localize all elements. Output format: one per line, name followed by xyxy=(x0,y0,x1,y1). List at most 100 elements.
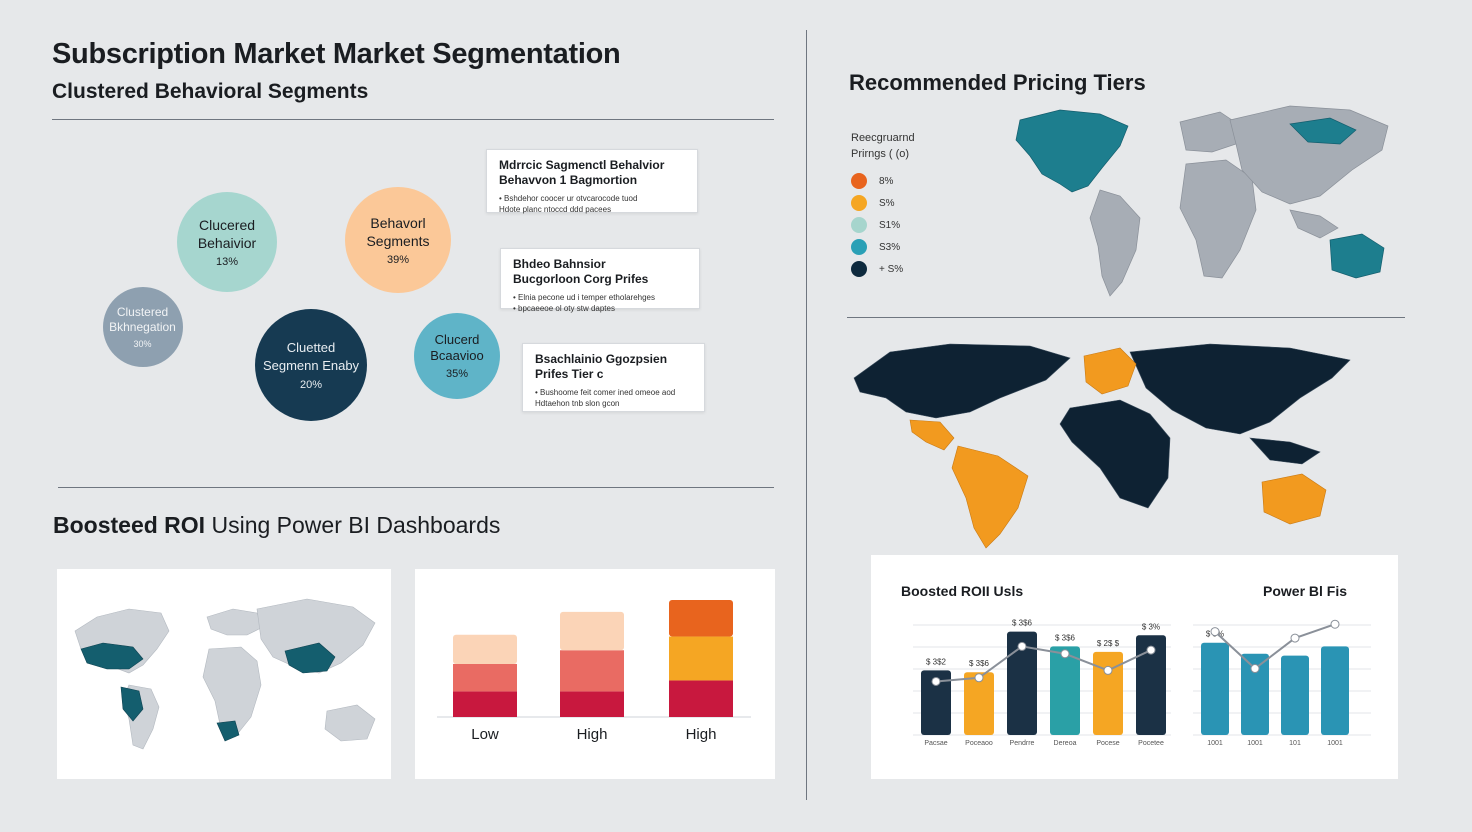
segment-bubble-3-value: 30% xyxy=(133,339,152,349)
callout-2-body: • Elnia pecone ud i temper etholarehges •… xyxy=(513,293,656,313)
legend-dot xyxy=(851,261,867,277)
trend-point[interactable] xyxy=(1146,645,1156,655)
legend-item: + S% xyxy=(851,258,903,280)
roi-bar[interactable] xyxy=(1321,646,1349,735)
roi-chart-panel: Boosted ROII Usls Power Bl Fis Pacsae $ 3… xyxy=(871,555,1398,779)
roi-bar[interactable] xyxy=(1007,631,1037,735)
trend-point[interactable] xyxy=(1103,665,1113,675)
legend-item: 8% xyxy=(851,170,903,192)
legend-label: S% xyxy=(879,197,895,209)
legend-item: S3% xyxy=(851,236,903,258)
roi-bar[interactable] xyxy=(1241,653,1269,735)
map-north-america-highlight xyxy=(1015,109,1129,193)
stacked-bar-segment[interactable] xyxy=(453,663,517,692)
x-tick-label: Poceaoo xyxy=(965,740,993,747)
legend-label: + S% xyxy=(879,263,904,275)
x-tick-label: 1001 xyxy=(1327,740,1343,747)
stacked-bar-segment[interactable] xyxy=(669,636,733,681)
map-europe xyxy=(206,608,264,636)
segment-bubble-1[interactable]: Clucered Behaivior 13% xyxy=(148,163,306,321)
stacked-bar-segment[interactable] xyxy=(669,680,733,717)
map-southafrica-highlight xyxy=(216,720,240,742)
segment-bubble-4-value: 20% xyxy=(299,379,323,391)
x-tick-label: Pocese xyxy=(1096,740,1119,747)
roi-bar[interactable] xyxy=(1050,646,1080,735)
map-south-america-highlight xyxy=(951,445,1029,549)
roi-section-title: Boosteed ROI Using Power BI Dashboards xyxy=(53,512,501,538)
segment-bubble-3-label: Clustered Bkhnegation xyxy=(109,305,176,334)
divider-vertical xyxy=(806,30,807,800)
page-title: Subscription Market Market Segmentation xyxy=(52,38,621,70)
stacked-bar-segment[interactable] xyxy=(560,650,624,692)
stacked-bar-segment[interactable] xyxy=(453,691,517,717)
legend-dot xyxy=(851,195,867,211)
map-africa xyxy=(1179,159,1257,279)
legend-dot xyxy=(851,239,867,255)
trend-line xyxy=(935,645,1152,683)
map-australia-highlight xyxy=(1261,473,1327,525)
map-africa xyxy=(1059,399,1171,509)
stacked-bar-segment[interactable] xyxy=(669,599,733,637)
segment-bubble-5[interactable]: Clucerd Bcaavioo 35% xyxy=(393,292,521,420)
x-tick-label: 101 xyxy=(1289,740,1301,747)
map-russia-highlight xyxy=(1289,117,1357,145)
trend-point[interactable] xyxy=(1060,649,1070,659)
segment-bubble-4-label: Cluetted Segmenn Enaby xyxy=(262,340,360,373)
segment-bubble-2[interactable]: Behavorl Segments 39% xyxy=(309,151,487,329)
roi-bar[interactable] xyxy=(1136,635,1166,735)
roi-map-panel xyxy=(57,569,391,779)
callout-3-body: • Bushoome feit comer ined omeoe aod Hdt… xyxy=(535,388,676,408)
stacked-bar-chart: Low High High xyxy=(437,599,751,743)
roi-world-map xyxy=(74,598,376,750)
stacked-bar-segment[interactable] xyxy=(560,691,624,717)
pricing-world-map xyxy=(1015,105,1389,297)
trend-point[interactable] xyxy=(974,673,984,683)
trend-point[interactable] xyxy=(1210,627,1220,637)
divider-middle xyxy=(58,487,774,488)
map-australia-highlight xyxy=(1329,233,1385,279)
map-south-america xyxy=(1089,189,1141,297)
trend-line xyxy=(1214,623,1336,670)
map-north-america xyxy=(853,343,1071,419)
map-europe-highlight xyxy=(1083,347,1137,395)
callout-segment-behavior: Mdrrcic Sagmenctl Behalvior Behavvon 1 Ba… xyxy=(486,149,698,214)
segment-bubble-2-value: 39% xyxy=(386,254,410,266)
roi-bar[interactable] xyxy=(964,672,994,735)
trend-point[interactable] xyxy=(1290,633,1300,643)
legend-label: 8% xyxy=(879,175,894,187)
segment-bubble-3[interactable]: Clustered Bkhnegation 30% xyxy=(80,267,205,387)
x-tick-label: Low xyxy=(471,726,499,743)
trend-point[interactable] xyxy=(1017,641,1027,651)
legend-dot xyxy=(851,217,867,233)
data-label: $ 3$6 xyxy=(1055,633,1076,642)
trend-point[interactable] xyxy=(1330,619,1340,629)
roi-bar[interactable] xyxy=(1281,655,1309,735)
x-tick-label: Pocetee xyxy=(1138,740,1164,747)
pricing-tiers-title: Recommended Pricing Tiers xyxy=(849,70,1146,95)
page-subtitle: Clustered Behavioral Segments xyxy=(52,80,369,103)
map-indonesia xyxy=(1249,437,1321,465)
trend-point[interactable] xyxy=(931,676,941,686)
map-africa xyxy=(202,646,262,738)
roi-bar[interactable] xyxy=(1201,642,1229,735)
data-label: $ 3% xyxy=(1142,622,1160,631)
map-oceania xyxy=(324,704,376,742)
segment-bubble-5-value: 35% xyxy=(445,368,469,380)
pricing-legend: 8% S% S1% S3% + S% xyxy=(851,170,903,280)
segment-bubble-4[interactable]: Cluetted Segmenn Enaby 20% xyxy=(220,275,402,455)
callout-3-title: Bsachlainio Ggozpsien Prifes Tier c xyxy=(535,352,668,381)
map-indonesia xyxy=(1289,209,1339,239)
roi-bar[interactable] xyxy=(921,670,951,735)
trend-point[interactable] xyxy=(1250,664,1260,674)
callout-2-title: Bhdeo Bahnsior Bucgorloon Corg Prifes xyxy=(513,257,649,286)
x-tick-label: 1001 xyxy=(1247,740,1263,747)
data-label: $ 3$6 xyxy=(1012,619,1033,628)
stacked-bar-segment[interactable] xyxy=(453,634,517,664)
stacked-bar-segment[interactable] xyxy=(560,611,624,651)
roi-bar[interactable] xyxy=(1093,651,1123,735)
map-colombia-highlight xyxy=(120,686,144,722)
x-tick-label: High xyxy=(686,726,717,743)
x-tick-label: Pacsae xyxy=(924,740,947,747)
legend-dot xyxy=(851,173,867,189)
data-label: $ 3$6 xyxy=(969,659,990,668)
